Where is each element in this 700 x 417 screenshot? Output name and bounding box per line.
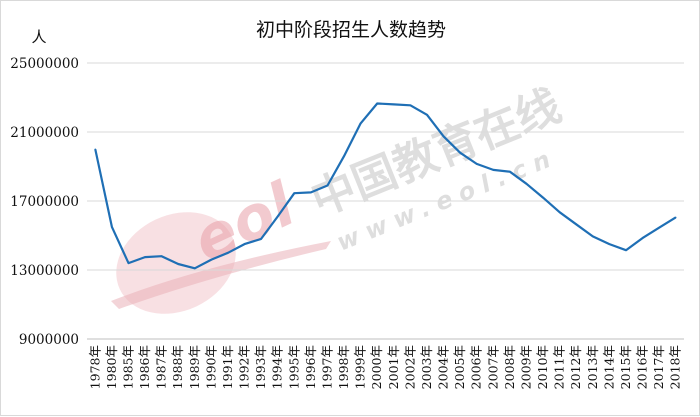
data-point bbox=[509, 170, 511, 173]
data-point bbox=[558, 211, 561, 214]
data-point bbox=[442, 135, 445, 138]
x-tick-label: 1978年 bbox=[87, 345, 102, 389]
data-point bbox=[591, 235, 594, 238]
data-point bbox=[625, 249, 627, 251]
x-tick-label: 1993年 bbox=[253, 345, 268, 389]
data-point bbox=[359, 122, 362, 125]
data-point bbox=[260, 238, 262, 240]
y-axis-unit-label: 人 bbox=[31, 28, 46, 46]
data-point bbox=[293, 192, 296, 195]
x-tick-label: 2006年 bbox=[469, 345, 484, 389]
x-tick-label: 2013年 bbox=[585, 345, 600, 389]
data-points bbox=[94, 102, 677, 270]
x-tick-label: 1987年 bbox=[154, 345, 169, 389]
x-tick-label: 1990年 bbox=[203, 345, 218, 389]
data-point bbox=[409, 104, 412, 107]
x-tick-label: 1994年 bbox=[270, 345, 285, 389]
data-point bbox=[475, 163, 478, 165]
data-point bbox=[641, 237, 644, 239]
x-tick-label: 2009年 bbox=[518, 345, 533, 389]
x-tick-label: 2011年 bbox=[552, 345, 567, 389]
data-point bbox=[343, 155, 345, 157]
x-tick-label: 2004年 bbox=[436, 345, 451, 389]
x-tick-label: 1998年 bbox=[336, 345, 351, 389]
data-point bbox=[243, 243, 246, 245]
x-tick-label: 2002年 bbox=[402, 345, 417, 389]
data-point bbox=[227, 251, 229, 254]
data-point bbox=[177, 263, 180, 265]
x-tick-label: 2017年 bbox=[651, 345, 666, 389]
x-tick-label: 2008年 bbox=[502, 345, 517, 389]
data-point bbox=[492, 169, 495, 171]
data-point bbox=[160, 255, 163, 257]
x-tick-label: 2005年 bbox=[452, 345, 467, 389]
data-point bbox=[144, 256, 146, 258]
y-tick-label: 9000000 bbox=[19, 332, 79, 348]
data-point bbox=[658, 226, 660, 229]
y-tick-labels: 9000000 13000000 17000000 21000000 25000000 bbox=[10, 56, 79, 348]
x-tick-label: 1999年 bbox=[353, 345, 368, 389]
data-point bbox=[426, 113, 428, 116]
chart-title: 初中阶段招生人数趋势 bbox=[256, 19, 446, 41]
x-tick-label: 1986年 bbox=[137, 345, 152, 389]
data-point bbox=[608, 243, 611, 245]
y-tick-label: 13000000 bbox=[10, 263, 79, 279]
x-tick-label: 1996年 bbox=[303, 345, 318, 389]
data-point bbox=[94, 148, 97, 151]
y-tick-label: 17000000 bbox=[10, 194, 79, 210]
data-point bbox=[459, 151, 461, 154]
x-tick-label: 1989年 bbox=[187, 345, 202, 389]
x-tick-label: 2001年 bbox=[386, 345, 401, 389]
x-tick-label: 2003年 bbox=[419, 345, 434, 389]
x-tick-label: 1997年 bbox=[319, 345, 334, 389]
x-tick-label: 1995年 bbox=[286, 345, 301, 389]
data-point bbox=[276, 215, 279, 218]
x-tick-label: 2000年 bbox=[369, 345, 384, 389]
data-point bbox=[193, 267, 196, 270]
x-tick-label: 1992年 bbox=[237, 345, 252, 389]
series-line bbox=[94, 102, 677, 270]
data-point bbox=[542, 196, 544, 199]
data-point bbox=[575, 223, 578, 226]
x-tick-label: 2015年 bbox=[618, 345, 633, 389]
x-tick-label: 2010年 bbox=[535, 345, 550, 389]
x-tick-label: 1988年 bbox=[170, 345, 185, 389]
x-tick-label: 2014年 bbox=[601, 345, 616, 389]
watermark-swoosh bbox=[111, 241, 331, 309]
x-tick-labels: 1978年 1980年 1985年 1986年 1987年 1988年 1989年 1990年… bbox=[87, 345, 682, 389]
data-point bbox=[376, 102, 379, 105]
data-point bbox=[111, 226, 113, 228]
data-point bbox=[674, 216, 677, 219]
data-point bbox=[392, 103, 395, 106]
x-tick-label: 2012年 bbox=[568, 345, 583, 389]
watermark: eol 中国教育在线 www.eol.cn bbox=[111, 80, 568, 314]
x-tick-label: 2007年 bbox=[485, 345, 500, 389]
x-tick-label: 2016年 bbox=[635, 345, 650, 389]
y-tick-label: 25000000 bbox=[10, 56, 79, 72]
data-point bbox=[326, 184, 329, 187]
data-point bbox=[525, 182, 528, 185]
x-tick-label: 1980年 bbox=[104, 345, 119, 389]
data-point bbox=[127, 262, 130, 264]
x-tick-label: 1991年 bbox=[220, 345, 235, 389]
x-tick-label: 1985年 bbox=[120, 345, 135, 389]
y-tick-label: 21000000 bbox=[10, 125, 79, 141]
data-point bbox=[210, 258, 213, 261]
data-point bbox=[310, 191, 312, 194]
x-tick-label: 2018年 bbox=[668, 345, 683, 389]
